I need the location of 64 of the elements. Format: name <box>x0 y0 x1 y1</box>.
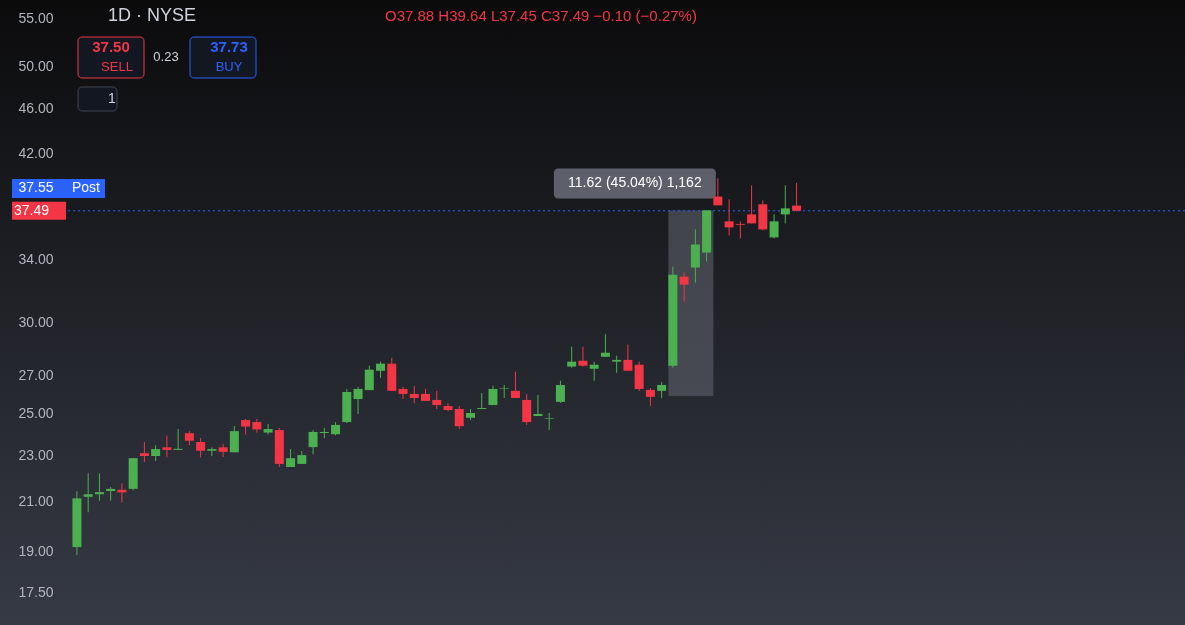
candlestick <box>432 390 442 410</box>
candlestick <box>308 429 318 455</box>
candlestick <box>319 427 329 439</box>
candlestick <box>567 346 577 369</box>
candlestick <box>353 386 363 415</box>
candlestick <box>510 371 520 399</box>
candlestick <box>623 344 633 372</box>
candlestick <box>713 177 723 206</box>
candlestick <box>162 435 172 458</box>
y-tick-label: 25.00 <box>18 405 54 422</box>
candlestick <box>589 361 599 382</box>
y-tick-label: 19.00 <box>18 542 54 559</box>
y-tick-label: 46.00 <box>18 99 54 116</box>
candlestick <box>196 437 206 459</box>
candlestick <box>578 346 588 368</box>
candlestick <box>533 394 543 417</box>
candlestick <box>780 184 790 224</box>
candlestick <box>454 405 464 430</box>
annotation: Post <box>71 179 101 195</box>
candlestick <box>83 472 93 513</box>
y-tick-label: 17.50 <box>18 583 54 600</box>
candlestick <box>690 228 700 284</box>
candlestick <box>364 365 374 391</box>
ref-line-label: 37.49 <box>14 201 50 218</box>
candlestick <box>792 182 802 212</box>
candlestick <box>769 213 779 240</box>
candlestick <box>94 472 104 502</box>
text: 37.55 <box>18 179 54 195</box>
y-tick-label: 21.00 <box>18 492 54 509</box>
y-tick-label: 42.00 <box>18 145 54 162</box>
candlestick <box>207 446 217 457</box>
candlestick <box>477 392 487 410</box>
chart-title: 1D · NYSE <box>108 5 197 25</box>
band-label: 11.62 (45.04%) 1,162 <box>568 174 702 191</box>
candlestick <box>600 333 610 358</box>
y-tick-label: 50.00 <box>18 58 54 75</box>
annotation: 37.73 <box>210 38 248 55</box>
y-tick-label: 55.00 <box>18 10 54 27</box>
annotation: SELL <box>101 59 133 74</box>
candlestick <box>139 441 149 463</box>
annotation: BUY <box>215 59 243 74</box>
candlestick <box>735 220 745 240</box>
annotation: 37.50 <box>92 38 130 55</box>
candlestick <box>522 393 532 426</box>
annotation: 0.23 <box>153 49 179 64</box>
y-tick-label: 30.00 <box>18 313 54 330</box>
y-tick-label: 34.00 <box>18 251 54 268</box>
candlestick <box>229 425 239 453</box>
candlestick <box>555 380 565 404</box>
y-tick-label: 27.00 <box>18 366 54 383</box>
candlestick <box>679 272 689 303</box>
candlestick <box>263 423 273 435</box>
candlestick <box>544 412 554 431</box>
text: O37.88 H39.64 L37.45 C37.49 −0.10 (−0.27%) <box>385 7 697 24</box>
candlestick <box>398 386 408 400</box>
candlestick <box>747 184 757 224</box>
candlestick <box>645 387 655 407</box>
candlestick <box>173 428 183 451</box>
annotation: 1 <box>108 90 117 106</box>
candlestick <box>499 384 509 399</box>
candlestick <box>218 443 228 458</box>
candlestick <box>443 402 453 412</box>
candlestick <box>724 198 734 236</box>
y-tick-label: 23.00 <box>18 447 54 464</box>
